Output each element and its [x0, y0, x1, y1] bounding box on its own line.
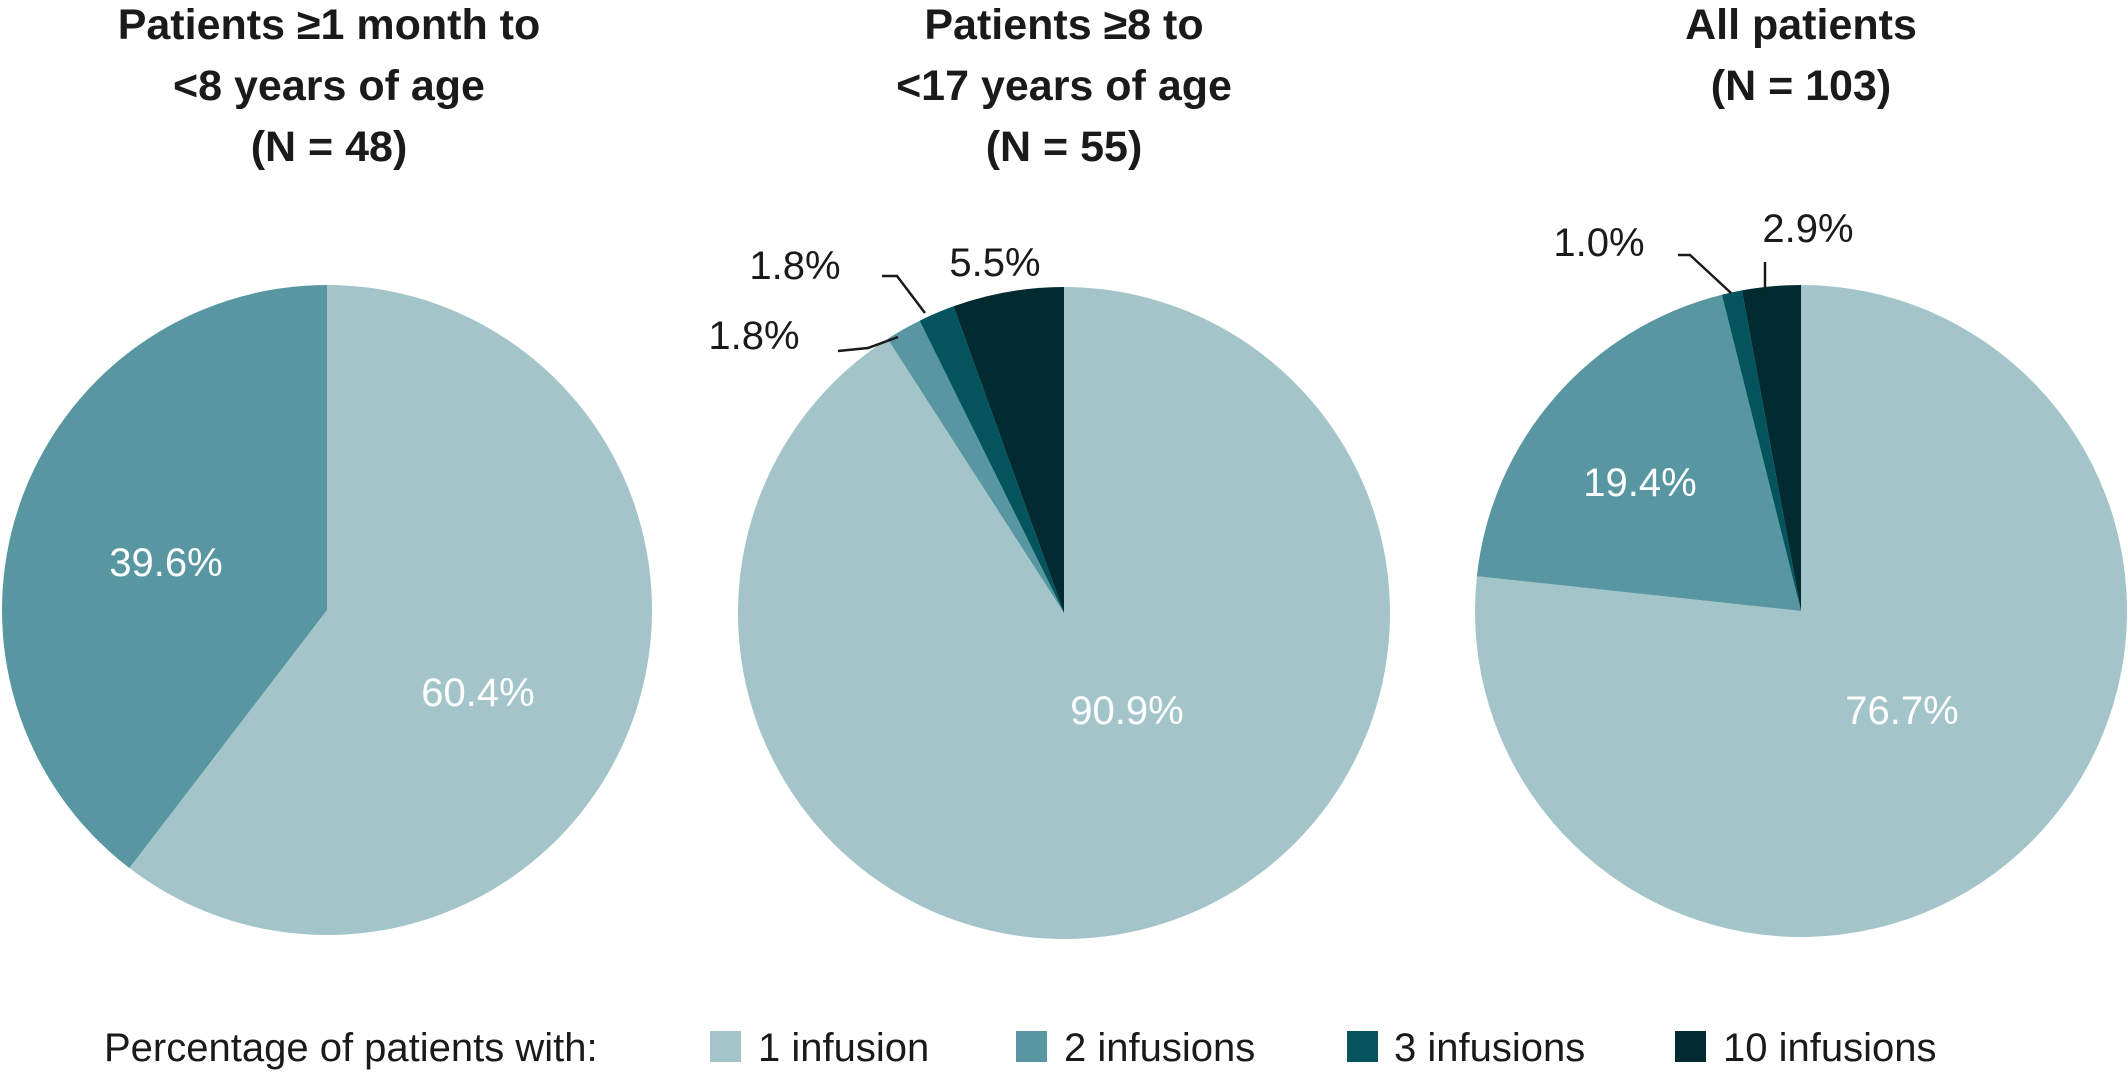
pie-1-slice-2-infusions [1, 284, 327, 869]
legend-item-1-infusion: 1 infusion [710, 1026, 929, 1070]
pie-2-leader-2-infusions [837, 335, 899, 353]
pie-2-leader-3-infusions [882, 274, 926, 314]
pie-2-slice-2-infusions [887, 320, 1064, 613]
pie-1-label-1-infusion: 60.4% [421, 671, 534, 715]
pie-2-title-line-2: <17 years of age [896, 62, 1232, 110]
pie-1-title-line-1: Patients ≥1 month to [118, 1, 541, 49]
pie-1-label-2-infusions: 39.6% [109, 541, 222, 585]
legend-item-2-infusions: 2 infusions [1016, 1026, 1255, 1070]
legend-swatch-10-infusions [1675, 1031, 1706, 1062]
pie-2-label-10-infusions: 5.5% [949, 241, 1040, 285]
pie-1-slices [1, 284, 652, 935]
legend: Percentage of patients with: 1 infusion … [104, 1026, 1936, 1070]
pie-1-title-line-2: <8 years of age [173, 62, 485, 110]
legend-label-3-infusions: 3 infusions [1394, 1026, 1585, 1070]
pie-3-slice-1-infusion [1475, 285, 2128, 937]
pie-2-label-2-infusions: 1.8% [708, 314, 799, 358]
pie-3-label-3-infusions: 1.0% [1553, 221, 1644, 265]
pie-2-slice-10-infusions [953, 287, 1064, 613]
pie-3-label-1-infusion: 76.7% [1845, 689, 1958, 733]
pie-3-slice-2-infusions [1476, 294, 1801, 611]
legend-label-10-infusions: 10 infusions [1723, 1026, 1936, 1070]
pie-2-label-1-infusion: 90.9% [1070, 689, 1183, 733]
legend-item-3-infusions: 3 infusions [1347, 1026, 1585, 1070]
pie-1-slice-1-infusion [129, 285, 652, 935]
pie-panel-1: Patients ≥1 month to <8 years of age (N … [1, 1, 652, 935]
pie-3-label-10-infusions: 2.9% [1762, 207, 1853, 251]
pie-2-label-3-infusions: 1.8% [749, 244, 840, 288]
pie-3-leader-3-infusions [1678, 253, 1732, 294]
pie-1-title-line-3: (N = 48) [251, 123, 408, 171]
pie-2-title-line-3: (N = 55) [986, 123, 1143, 171]
legend-swatch-3-infusions [1347, 1031, 1378, 1062]
pie-3-title-line-2: (N = 103) [1711, 62, 1891, 110]
pie-2-slices [737, 287, 1390, 939]
legend-swatch-2-infusions [1016, 1031, 1047, 1062]
pie-3-slices [1475, 285, 2128, 937]
pie-panel-3: All patients (N = 103) 76.7% 19.4% 1.0% … [1475, 1, 2128, 937]
pie-3-slice-10-infusions [1741, 285, 1801, 611]
pie-3-title-line-1: All patients [1685, 1, 1917, 49]
pie-3-slice-3-infusions [1721, 290, 1801, 611]
legend-label-1-infusion: 1 infusion [758, 1026, 929, 1070]
legend-title: Percentage of patients with: [104, 1026, 598, 1070]
pie-3-label-2-infusions: 19.4% [1583, 461, 1696, 505]
pie-panel-2: Patients ≥8 to <17 years of age (N = 55)… [708, 1, 1390, 939]
legend-label-2-infusions: 2 infusions [1064, 1026, 1255, 1070]
legend-swatch-1-infusion [710, 1031, 741, 1062]
legend-item-10-infusions: 10 infusions [1675, 1026, 1936, 1070]
pie-2-title-line-1: Patients ≥8 to [924, 1, 1203, 49]
pie-2-slice-3-infusions [919, 306, 1064, 613]
pie-2-slice-1-infusion [737, 287, 1390, 939]
